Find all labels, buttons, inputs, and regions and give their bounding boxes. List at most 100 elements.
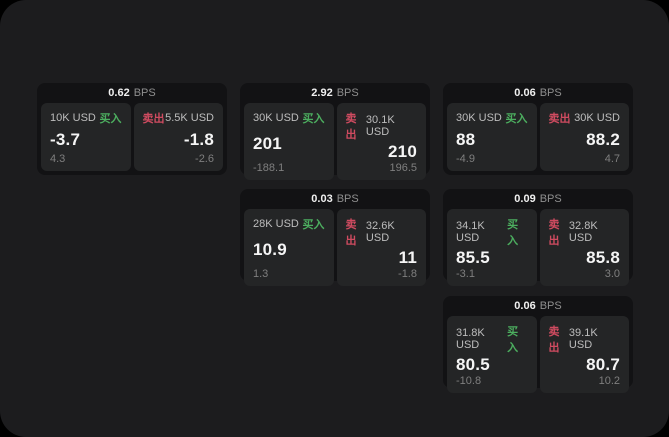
quote-card: 0.62 BPS 10K USD 买入 -3.7 4.3 卖出 5.5K USD [37,83,227,175]
sell-panel-top: 卖出 30.1K USD [346,110,418,142]
bps-value: 0.06 [514,300,536,312]
sell-panel-top: 卖出 39.1K USD [549,323,621,355]
sell-panel[interactable]: 卖出 5.5K USD -1.8 -2.6 [133,103,223,171]
buy-panel[interactable]: 34.1K USD 买入 85.5 -3.1 [447,209,537,286]
sell-panel[interactable]: 卖出 30K USD 88.2 4.7 [539,103,629,171]
card-header: 0.06 BPS [447,83,629,103]
sell-amount: 32.6K USD [365,220,395,244]
buy-amount: 28K USD [253,218,299,230]
sell-panel-top: 卖出 32.8K USD [549,216,621,248]
buy-delta: -3.1 [456,268,475,280]
sell-panel[interactable]: 卖出 39.1K USD 80.7 10.2 [539,316,629,393]
bps-value: 0.62 [108,87,130,99]
card-header: 0.06 BPS [447,296,629,316]
buy-tag: 买入 [99,113,122,125]
buy-panel-top: 10K USD 买入 [50,110,122,126]
buy-tag: 买入 [507,219,519,247]
sell-delta: 4.7 [604,153,620,165]
buy-amount: 10K USD [50,112,96,124]
buy-panel[interactable]: 28K USD 买入 10.9 1.3 [244,209,334,286]
sell-price: 85.8 [586,248,620,267]
buy-tag: 买入 [302,219,325,231]
buy-panel[interactable]: 30K USD 买入 88 -4.9 [447,103,537,171]
buy-tag: 买入 [302,113,325,125]
sell-amount: 39.1K USD [568,327,598,351]
buy-delta: -4.9 [456,153,475,165]
card-header: 0.09 BPS [447,189,629,209]
buy-price: 88 [456,129,476,149]
buy-price: 10.9 [253,240,287,259]
buy-amount: 30K USD [253,112,299,124]
sell-amount: 30.1K USD [365,114,395,138]
sell-panel-top: 卖出 5.5K USD [143,110,215,126]
buy-tag: 买入 [505,113,528,125]
card-header: 2.92 BPS [244,83,426,103]
sell-delta: 3.0 [604,268,620,280]
sell-amount: 30K USD [574,112,620,124]
quote-card: 2.92 BPS 30K USD 买入 201 -188.1 卖出 30.1K … [240,83,430,180]
sell-tag: 卖出 [548,326,560,354]
sell-tag: 卖出 [142,113,165,125]
buy-delta: -10.8 [456,375,482,387]
sell-delta: -2.6 [195,153,214,165]
sell-delta: -1.8 [398,268,417,280]
sell-price: 11 [398,248,417,267]
sell-delta: 10.2 [598,375,620,387]
bps-unit-label: BPS [539,300,562,312]
bps-value: 2.92 [311,87,333,99]
sell-delta: 196.5 [389,162,417,174]
sell-panel[interactable]: 卖出 32.8K USD 85.8 3.0 [539,209,629,286]
bps-value: 0.03 [311,193,333,205]
buy-amount: 34.1K USD [456,220,485,244]
quote-panels: 30K USD 买入 88 -4.9 卖出 30K USD 88.2 4.7 [447,103,629,171]
buy-panel-top: 34.1K USD 买入 [456,216,528,248]
quote-card: 0.06 BPS 31.8K USD 买入 80.5 -10.8 卖出 39.1… [443,296,633,393]
sell-panel-top: 卖出 32.6K USD [346,216,418,248]
bps-unit-label: BPS [336,193,359,205]
buy-delta: -188.1 [253,162,285,174]
bps-unit-label: BPS [336,87,359,99]
sell-panel[interactable]: 卖出 30.1K USD 210 196.5 [336,103,426,180]
buy-panel[interactable]: 10K USD 买入 -3.7 4.3 [41,103,131,171]
sell-panel[interactable]: 卖出 32.6K USD 11 -1.8 [336,209,426,286]
sell-price: -1.8 [183,129,214,149]
buy-price: 85.5 [456,248,490,267]
sell-tag: 卖出 [548,219,560,247]
bps-unit-label: BPS [539,193,562,205]
quote-panels: 30K USD 买入 201 -188.1 卖出 30.1K USD 210 1… [244,103,426,180]
sell-price: 80.7 [586,355,620,374]
bps-value: 0.09 [514,193,536,205]
sell-tag: 卖出 [345,113,357,141]
card-header: 0.62 BPS [41,83,223,103]
quote-panels: 31.8K USD 买入 80.5 -10.8 卖出 39.1K USD 80.… [447,316,629,393]
bps-value: 0.06 [514,87,536,99]
quote-panels: 34.1K USD 买入 85.5 -3.1 卖出 32.8K USD 85.8… [447,209,629,286]
buy-price: 201 [253,134,282,153]
buy-delta: 4.3 [50,153,66,165]
buy-panel-top: 30K USD 买入 [253,110,325,126]
sell-tag: 卖出 [548,113,571,125]
buy-price: 80.5 [456,355,490,374]
buy-panel[interactable]: 31.8K USD 买入 80.5 -10.8 [447,316,537,393]
sell-tag: 卖出 [345,219,357,247]
sell-panel-top: 卖出 30K USD [549,110,621,126]
quote-card: 0.03 BPS 28K USD 买入 10.9 1.3 卖出 32.6K US… [240,189,430,286]
quote-card: 0.09 BPS 34.1K USD 买入 85.5 -3.1 卖出 32.8K… [443,189,633,286]
sell-amount: 32.8K USD [568,220,598,244]
sell-price: 210 [388,142,417,161]
buy-panel-top: 31.8K USD 买入 [456,323,528,355]
buy-delta: 1.3 [253,268,269,280]
quote-panels: 10K USD 买入 -3.7 4.3 卖出 5.5K USD -1.8 -2.… [41,103,223,171]
sell-amount: 5.5K USD [165,112,214,124]
buy-tag: 买入 [507,326,519,354]
bps-unit-label: BPS [539,87,562,99]
buy-amount: 30K USD [456,112,502,124]
buy-panel[interactable]: 30K USD 买入 201 -188.1 [244,103,334,180]
buy-panel-top: 30K USD 买入 [456,110,528,126]
quote-panels: 28K USD 买入 10.9 1.3 卖出 32.6K USD 11 -1.8 [244,209,426,286]
card-header: 0.03 BPS [244,189,426,209]
quote-card: 0.06 BPS 30K USD 买入 88 -4.9 卖出 30K USD [443,83,633,175]
buy-amount: 31.8K USD [456,327,485,351]
